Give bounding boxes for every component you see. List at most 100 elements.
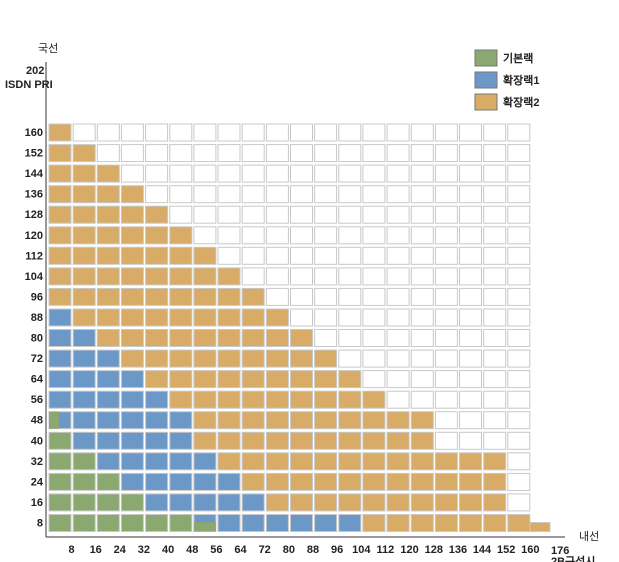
grid-cell-ext2 — [218, 309, 240, 326]
y-tick-label: 112 — [25, 250, 43, 262]
grid-cell-ext2 — [460, 494, 482, 511]
y-tick-label: 128 — [25, 209, 43, 221]
grid-cell-ext1 — [49, 371, 71, 388]
grid-cell-ext2 — [363, 391, 385, 408]
grid-cell-empty — [508, 288, 530, 305]
legend-label-basic: 기본랙 — [503, 51, 533, 65]
grid-cell-ext2 — [435, 473, 457, 490]
grid-cell-ext2 — [291, 412, 313, 429]
grid-cell-ext1 — [49, 391, 71, 408]
grid-cell-empty — [363, 330, 385, 347]
grid-cell-empty — [411, 391, 433, 408]
grid-cell-ext1 — [73, 350, 95, 367]
grid-cell-empty — [266, 145, 288, 162]
grid-cell-empty — [460, 165, 482, 182]
grid-cell-ext1 — [97, 453, 119, 470]
grid-cell-ext2 — [97, 330, 119, 347]
grid-cell-ext2 — [484, 515, 506, 532]
grid-cell-ext2 — [121, 247, 143, 264]
grid-cell-ext2 — [291, 330, 313, 347]
grid-cell-ext2 — [411, 473, 433, 490]
x-tick-label: 136 — [449, 544, 467, 556]
grid-cell-empty — [508, 309, 530, 326]
grid-cell-ext2 — [435, 453, 457, 470]
grid-cell-basic — [121, 494, 143, 511]
x-tick-label: 48 — [186, 544, 198, 556]
grid-cell-empty — [146, 145, 168, 162]
grid-cell-basic — [73, 473, 95, 490]
grid-cell-ext1 — [73, 371, 95, 388]
grid-cell-empty — [387, 124, 409, 141]
grid-cell-ext1 — [49, 330, 71, 347]
grid-cell-empty — [387, 268, 409, 285]
y-tick-label: 160 — [25, 127, 43, 139]
grid-cell-empty — [315, 165, 337, 182]
grid-cell-ext2 — [194, 350, 216, 367]
grid-cell-ext2 — [242, 309, 264, 326]
grid-cell-ext2 — [49, 206, 71, 223]
grid-cell-ext2 — [266, 371, 288, 388]
grid-cell-empty — [435, 288, 457, 305]
grid-cell-ext1 — [170, 453, 192, 470]
grid-cell-ext2 — [339, 453, 361, 470]
legend-swatch-ext2 — [475, 94, 497, 110]
grid-cell-ext2 — [339, 432, 361, 449]
x-tick-label: 104 — [352, 544, 371, 556]
grid-cell-empty — [411, 330, 433, 347]
grid-cell-empty — [291, 268, 313, 285]
grid-cell-empty — [242, 268, 264, 285]
grid-cell-ext1 — [170, 473, 192, 490]
grid-cell-empty — [363, 165, 385, 182]
grid-cell-ext2 — [49, 247, 71, 264]
grid-cell-empty — [315, 206, 337, 223]
grid-cell-ext2 — [146, 288, 168, 305]
grid-cell-empty — [411, 227, 433, 244]
grid-cell-ext2 — [315, 494, 337, 511]
grid-cell-basic — [73, 494, 95, 511]
grid-cell-ext2 — [460, 473, 482, 490]
grid-cell-empty — [339, 165, 361, 182]
grid-cell-ext2 — [146, 309, 168, 326]
grid-cell-empty — [484, 288, 506, 305]
grid-cell-ext2 — [97, 288, 119, 305]
grid-cell-empty — [508, 330, 530, 347]
grid-cell-ext2 — [411, 432, 433, 449]
grid-cell-ext2 — [291, 473, 313, 490]
grid-cell-ext2 — [73, 288, 95, 305]
grid-cell-empty — [218, 206, 240, 223]
grid-cell-empty — [411, 371, 433, 388]
grid-cell-ext2 — [194, 288, 216, 305]
y-tick-label: 144 — [25, 168, 44, 180]
grid-cell-empty — [387, 309, 409, 326]
grid-cell-empty — [460, 186, 482, 203]
grid-cell-empty — [435, 412, 457, 429]
grid-cell-ext2 — [194, 391, 216, 408]
grid-cell-ext2 — [291, 432, 313, 449]
grid-cell-ext2 — [218, 432, 240, 449]
grid-cell-ext2 — [363, 432, 385, 449]
grid-cell-empty — [460, 432, 482, 449]
y-tick-label: 120 — [25, 230, 43, 242]
grid-cell-empty — [484, 227, 506, 244]
grid-cell-ext1 — [339, 515, 361, 532]
grid-cell-ext2 — [242, 432, 264, 449]
grid-cell-ext2 — [387, 412, 409, 429]
grid-cell-empty — [363, 206, 385, 223]
grid-cell-ext2 — [146, 371, 168, 388]
grid-cell-empty — [508, 473, 530, 490]
grid-cell-ext1 — [97, 350, 119, 367]
grid-cell-empty — [484, 391, 506, 408]
y-tick-label: 72 — [31, 353, 43, 365]
y-axis-title: 국선 — [38, 42, 58, 55]
y-tick-labels: 160 152 144 136 128 120 112 104 96 88 80 72 64 56 48 40… — [25, 127, 44, 530]
grid-cell-ext2 — [146, 330, 168, 347]
grid-cell-empty — [411, 309, 433, 326]
grid-cell-empty — [315, 268, 337, 285]
grid-cell-empty — [387, 206, 409, 223]
grid-cell-ext1 — [218, 494, 240, 511]
grid-cell-ext2 — [363, 515, 385, 532]
grid-cell-ext2 — [97, 309, 119, 326]
x-tick-label: 24 — [114, 544, 127, 556]
grid-cell-ext2 — [411, 494, 433, 511]
